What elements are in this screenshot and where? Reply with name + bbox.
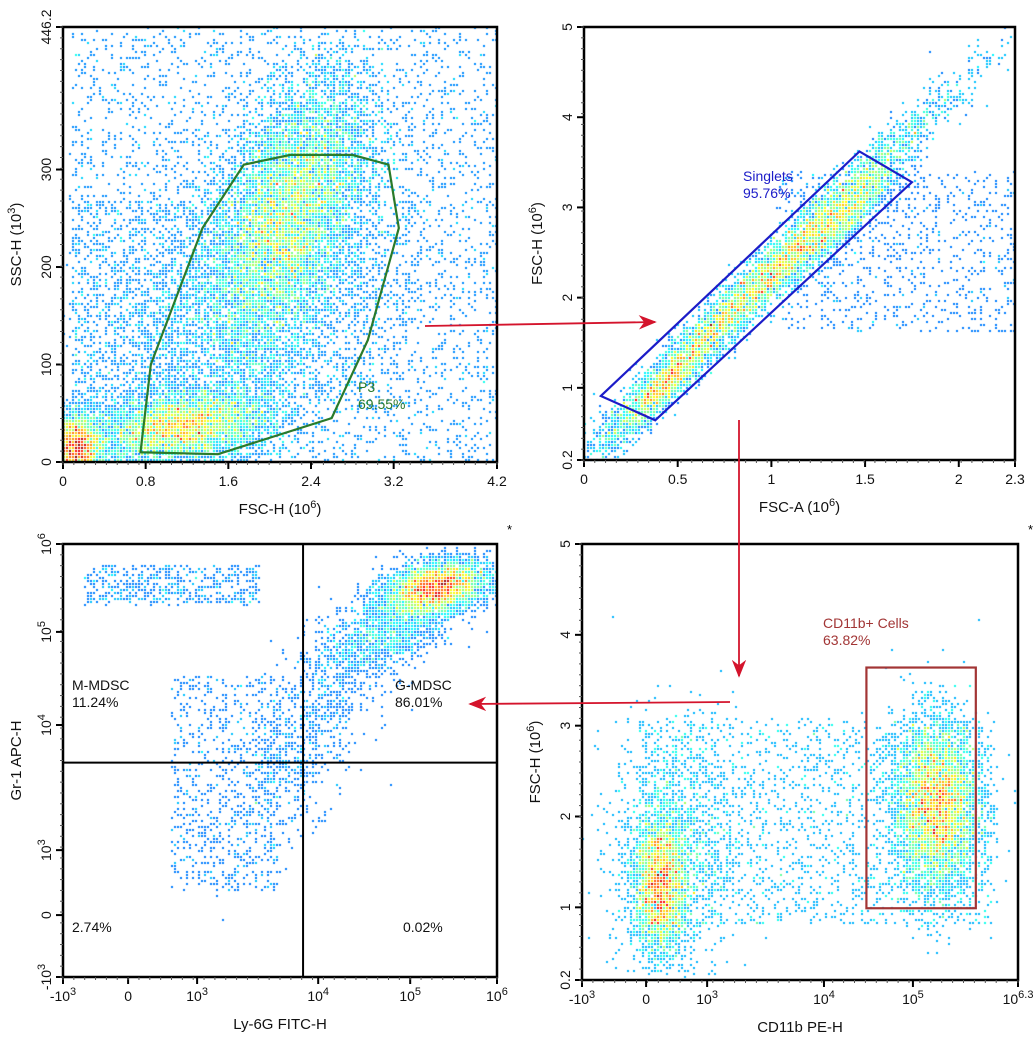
plot-panel-2: 0 0.5 1 1.5 2 2.3 0.2 1 2 3 4 5 FSC-A (106) FSC-H (10… <box>527 23 1025 516</box>
x-tick-label: 106.3 <box>1003 989 1034 1007</box>
x-axis-title: Ly-6G FITC-H <box>233 1016 327 1033</box>
gating-arrow-1 <box>424 315 657 330</box>
y-tick-label: -103 <box>36 964 54 990</box>
plot-panel-1: 0 0.8 1.6 2.4 3.2 4.2 0 100 200 300 446.2 FSC-H (10… <box>6 9 507 518</box>
x-tick-label: 0 <box>59 473 67 489</box>
y-tick-label: 1 <box>559 384 575 392</box>
x-axis-title: FSC-H (106) <box>239 499 322 518</box>
y-tick-label: 4 <box>559 113 575 121</box>
cd11b-gate <box>865 666 977 910</box>
x-tick-label: -103 <box>569 989 595 1007</box>
x-axis-title: FSC-A (106) <box>759 497 840 516</box>
cd11b-gate-label: CD11b+ Cells 63.82% <box>823 615 909 648</box>
y-tick-label: 2 <box>559 294 575 302</box>
x-tick-label: 0.8 <box>136 473 156 489</box>
plot-frame <box>580 542 1020 982</box>
plot-frame <box>582 25 1017 462</box>
y-tick-label: 1 <box>557 903 573 911</box>
y-tick-label: 5 <box>559 23 575 31</box>
x-tick-label: 104 <box>307 986 329 1004</box>
y-axis-title: FSC-H (106) <box>527 202 546 285</box>
y-tick-label: 100 <box>38 353 54 377</box>
plot-panel-4: -103 0 103 104 105 106.3 0.2 1 2 3 4 5 CD11b PE-H FSC… <box>525 522 1033 1036</box>
x-tick-label: 1 <box>767 471 775 487</box>
corner-asterisk: * <box>1028 522 1033 537</box>
x-tick-label: 104 <box>813 989 835 1007</box>
x-tick-label: -103 <box>50 986 76 1004</box>
x-tick-label: 2.4 <box>301 473 321 489</box>
x-axis-title: CD11b PE-H <box>757 1019 843 1036</box>
y-tick-label: 446.2 <box>38 9 54 44</box>
plot-frame <box>61 542 499 979</box>
x-tick-label: 4.2 <box>487 473 507 489</box>
x-tick-label: 106 <box>486 986 508 1004</box>
quadrant-label-top-right: G-MDSC 86.01% <box>395 677 452 710</box>
quadrant-label-bottom-left: 2.74% <box>72 919 112 935</box>
y-tick-label: 0 <box>38 458 54 466</box>
x-tick-label: 0 <box>642 991 650 1007</box>
y-tick-label: 0.2 <box>559 450 575 470</box>
y-tick-label: 0.2 <box>557 970 573 990</box>
x-tick-label: 3.2 <box>384 473 404 489</box>
p3-gate-label: P3 69.55% <box>358 379 405 412</box>
y-tick-label: 300 <box>38 158 54 182</box>
y-tick-label: 106 <box>36 533 54 555</box>
plot-frame <box>61 25 499 464</box>
y-axis-title: Gr-1 APC-H <box>8 720 25 800</box>
x-tick-label: 1.6 <box>219 473 239 489</box>
x-tick-label: 2 <box>955 471 963 487</box>
x-tick-label: 1.5 <box>855 471 875 487</box>
y-tick-label: 2 <box>557 812 573 820</box>
x-tick-label: 0 <box>124 988 132 1004</box>
y-axis-title: SSC-H (103) <box>6 203 25 287</box>
corner-asterisk: * <box>507 522 512 537</box>
x-tick-label: 105 <box>399 986 421 1004</box>
gating-arrow-3 <box>468 696 731 712</box>
singlets-gate <box>598 150 914 422</box>
x-tick-label: 0.5 <box>668 471 688 487</box>
x-tick-label: 103 <box>186 986 208 1004</box>
quadrant-label-top-left: M-MDSC 11.24% <box>72 677 130 710</box>
y-tick-label: 5 <box>557 540 573 548</box>
x-tick-label: 2.3 <box>1005 471 1025 487</box>
p3-gate <box>139 153 400 456</box>
y-tick-label: 103 <box>36 839 54 861</box>
y-tick-label: 104 <box>36 714 54 736</box>
x-tick-label: 103 <box>696 989 718 1007</box>
y-tick-label: 105 <box>36 621 54 643</box>
y-tick-label: 3 <box>559 203 575 211</box>
plot-panel-3: -103 0 103 104 105 106 -103 0 103 104 105 106 Ly-6G … <box>8 522 512 1033</box>
y-tick-label: 4 <box>557 631 573 639</box>
x-tick-label: 0 <box>580 471 588 487</box>
x-tick-label: 105 <box>902 989 924 1007</box>
y-tick-label: 3 <box>557 722 573 730</box>
y-tick-label: 200 <box>38 255 54 279</box>
singlets-gate-label: Singlets 95.76% <box>743 168 793 201</box>
y-tick-label: 0 <box>38 911 54 919</box>
quadrant-label-bottom-right: 0.02% <box>403 919 443 935</box>
y-axis-title: FSC-H (106) <box>525 721 544 804</box>
